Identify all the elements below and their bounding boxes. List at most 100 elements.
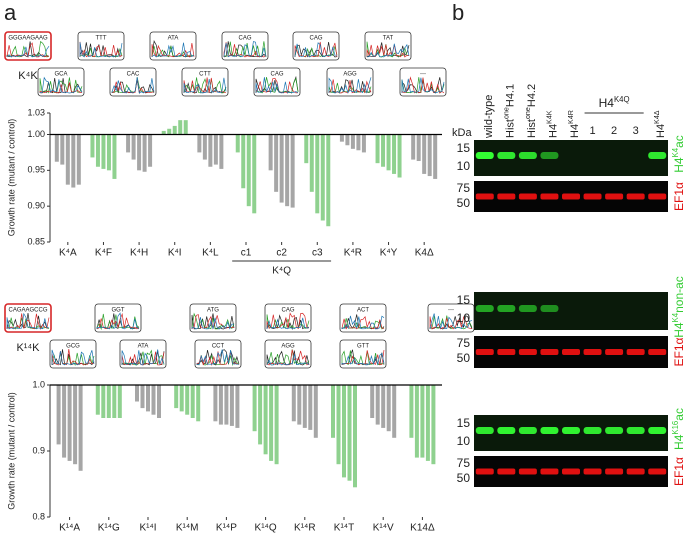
band	[518, 193, 537, 200]
blot-label-tail: ac	[672, 135, 685, 148]
band	[583, 427, 602, 434]
y-tick-label: 1.00	[27, 129, 45, 139]
bar	[263, 385, 268, 455]
trace	[39, 78, 83, 94]
sequence: TAT	[383, 36, 394, 42]
band	[648, 193, 667, 200]
bar	[185, 385, 190, 415]
bar	[229, 385, 234, 426]
trace	[151, 43, 195, 58]
lane-label: H4K4R	[567, 110, 581, 138]
bar	[73, 385, 78, 465]
bar	[252, 134, 257, 214]
band	[540, 349, 559, 355]
lane-number: 1	[589, 125, 595, 137]
blot-label-text: H4	[672, 322, 685, 338]
bar	[304, 134, 309, 164]
band	[475, 468, 494, 475]
lane-label-sup: K4R	[567, 110, 575, 124]
band	[648, 468, 667, 475]
lane-label-text: Hist	[504, 119, 516, 138]
sequence: CAC	[127, 72, 140, 78]
trace	[183, 77, 227, 94]
bar	[425, 385, 430, 461]
bar	[411, 134, 416, 160]
trace	[6, 312, 50, 330]
x-tick-label: K⁴F	[95, 248, 112, 259]
x-tick-label: c1	[241, 248, 252, 259]
trace-box	[94, 303, 142, 333]
kda-marker: 75	[457, 456, 471, 470]
band	[540, 427, 559, 434]
bar	[347, 385, 352, 481]
sequence: AGG	[281, 344, 295, 350]
bar	[375, 385, 380, 425]
bar	[309, 134, 314, 192]
bar	[381, 385, 386, 428]
bar	[183, 120, 188, 135]
bar	[131, 134, 136, 160]
lane-label-sup: one	[502, 107, 510, 119]
sequence: ACT	[357, 308, 369, 314]
bar	[67, 385, 72, 461]
band	[605, 427, 624, 434]
trace-box	[49, 339, 97, 369]
group-header-sup: K4Q	[614, 95, 630, 104]
x-tick-label: K⁴H	[130, 248, 148, 259]
sequence: GCA	[54, 72, 67, 78]
bar	[331, 385, 335, 438]
x-tick-label: K¹⁴Q	[255, 523, 277, 534]
reference-label: K⁴K	[18, 70, 38, 82]
lane-label-text: H4	[547, 124, 559, 138]
bar	[117, 385, 122, 418]
sequence: TTT	[96, 36, 107, 42]
band	[605, 349, 624, 355]
band	[497, 427, 516, 434]
trace	[6, 45, 50, 58]
x-tick-label: K¹⁴T	[334, 523, 354, 534]
bar	[146, 385, 150, 412]
trace	[341, 315, 385, 330]
band	[626, 193, 645, 200]
trace	[341, 352, 385, 366]
kda-marker: 10	[457, 434, 471, 448]
sequence: CTT	[199, 72, 211, 78]
trace	[6, 40, 50, 58]
kda-marker: 15	[457, 141, 471, 155]
sequence: CAG	[309, 36, 322, 42]
bar	[336, 385, 341, 465]
band	[497, 349, 516, 355]
sequence: ATA	[168, 36, 179, 42]
sequence: CAG	[270, 72, 283, 78]
bar	[101, 134, 106, 169]
band	[475, 152, 494, 159]
sequence: GCG	[66, 344, 80, 350]
control-label: EF1α	[672, 457, 685, 486]
y-axis-label: Growth rate (mutant / control)	[6, 119, 16, 237]
sequence: ATA	[138, 344, 149, 350]
band	[540, 152, 559, 159]
bar	[274, 134, 279, 192]
band	[518, 468, 537, 475]
sequence: CAG	[281, 308, 294, 314]
bar	[392, 134, 397, 174]
trace	[294, 42, 338, 58]
bar	[361, 134, 366, 153]
bar	[356, 134, 361, 151]
bar	[285, 134, 290, 207]
band	[626, 468, 645, 475]
band	[540, 305, 559, 312]
bar	[208, 134, 213, 167]
band	[562, 349, 580, 355]
band	[475, 305, 494, 312]
trace	[366, 44, 410, 58]
band	[475, 349, 494, 355]
bar	[62, 385, 67, 458]
x-tick-label: K¹⁴V	[373, 523, 394, 534]
kda-marker: 10	[457, 159, 471, 173]
band	[497, 152, 516, 159]
kda-marker: 10	[457, 311, 471, 325]
x-tick-label: K¹⁴A	[59, 523, 80, 534]
trace	[111, 77, 155, 94]
